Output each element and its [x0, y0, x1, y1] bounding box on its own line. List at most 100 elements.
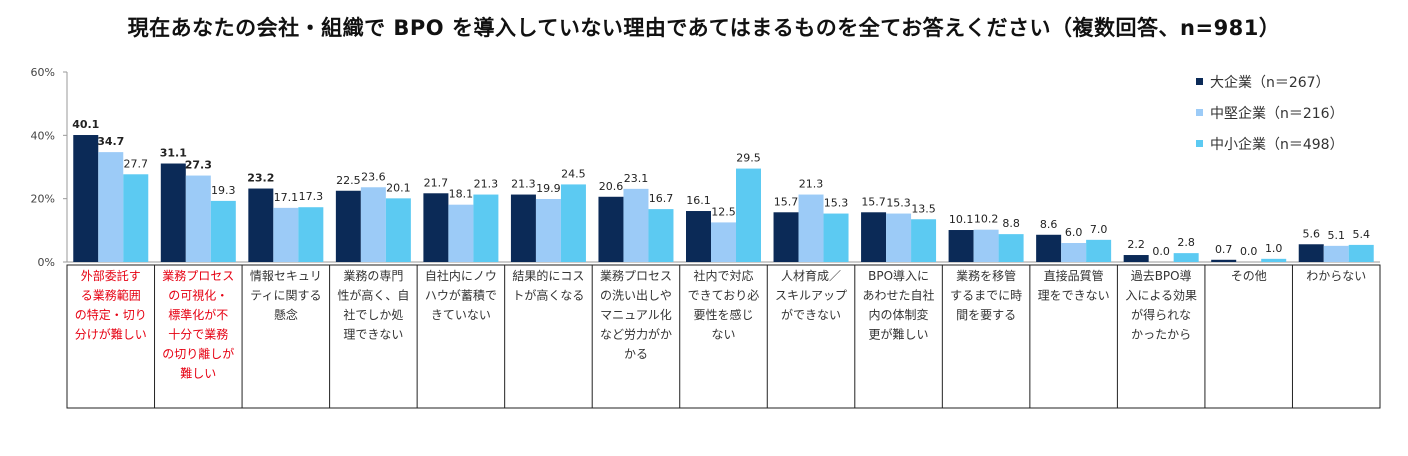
- data-label: 7.0: [1090, 223, 1108, 236]
- category-label: 外部委託する業務範囲の特定・切り分けが難しい: [75, 268, 147, 342]
- category-label: 業務の専門性が高く、自社でしか処理できない: [337, 269, 409, 342]
- category-label: 業務を移管するまでに時間を要する: [950, 268, 1022, 322]
- category-table: [66, 264, 1381, 409]
- y-tick-label: 0%: [38, 256, 55, 269]
- legend-label: 中堅企業（n＝216）: [1210, 105, 1344, 122]
- data-label: 12.5: [711, 205, 736, 218]
- bar: [798, 194, 824, 262]
- data-label: 2.2: [1127, 238, 1145, 251]
- bar: [360, 187, 386, 262]
- data-label: 16.1: [686, 194, 711, 207]
- bar: [298, 207, 324, 262]
- bar: [210, 200, 236, 262]
- category-label: 人材育成／スキルアップができない: [775, 268, 847, 322]
- data-label: 10.1: [949, 213, 974, 226]
- chart-title: 現在あなたの会社・組織で BPO を導入していない理由であてはまるものを全てお答…: [127, 16, 1281, 40]
- data-label: 22.5: [336, 174, 361, 187]
- bar: [560, 184, 586, 262]
- bar: [273, 207, 299, 262]
- bar: [911, 219, 937, 262]
- y-tick-label: 60%: [31, 66, 55, 79]
- category-label: 社内で対応できており必要性を感じない: [688, 268, 760, 342]
- data-label: 8.8: [1002, 217, 1020, 230]
- data-label: 29.5: [736, 152, 761, 165]
- legend-label: 大企業（n＝267）: [1210, 74, 1330, 91]
- bar: [973, 229, 999, 262]
- bar: [423, 193, 449, 262]
- category-label: 結果的にコストが高くなる: [512, 268, 584, 303]
- bar: [1323, 245, 1349, 262]
- data-label: 27.3: [185, 159, 212, 172]
- bar: [248, 188, 274, 262]
- data-label: 17.1: [274, 191, 299, 204]
- bar: [948, 230, 974, 262]
- data-label: 27.7: [124, 157, 149, 170]
- bar: [648, 209, 674, 262]
- data-label: 15.7: [774, 195, 799, 208]
- bar: [1348, 244, 1374, 262]
- data-label: 15.7: [861, 195, 886, 208]
- data-label: 2.8: [1177, 236, 1195, 249]
- bars: [73, 135, 1374, 262]
- legend-label: 中小企業（n＝498）: [1210, 136, 1344, 153]
- data-label: 19.9: [536, 182, 561, 195]
- bar: [98, 152, 124, 262]
- data-label: 5.6: [1302, 227, 1320, 240]
- data-label: 0.7: [1215, 243, 1233, 256]
- data-label: 10.2: [974, 213, 999, 226]
- data-label: 20.6: [599, 180, 624, 193]
- bar: [1061, 243, 1087, 262]
- bar: [535, 198, 561, 262]
- bar: [1211, 259, 1237, 262]
- bar: [886, 213, 912, 262]
- data-label: 40.1: [72, 118, 99, 131]
- bar: [773, 212, 799, 262]
- category-label: 業務プロセスの洗い出しやマニュアル化など労力がかかる: [600, 269, 672, 361]
- bar: [1123, 255, 1149, 262]
- data-label: 23.6: [361, 170, 386, 183]
- bar: [185, 175, 211, 262]
- data-label: 8.6: [1040, 218, 1058, 231]
- bar: [598, 196, 624, 262]
- data-label: 19.3: [211, 184, 236, 197]
- legend-swatch: [1196, 109, 1203, 116]
- bar: [1261, 258, 1287, 262]
- data-label: 5.4: [1352, 228, 1370, 241]
- data-label: 15.3: [886, 197, 911, 210]
- data-label: 20.1: [386, 181, 411, 194]
- bar: [1173, 253, 1199, 262]
- bar: [1036, 234, 1062, 262]
- data-label: 21.3: [799, 178, 824, 191]
- data-labels: 40.1 31.1 23.2 22.5 21.7 21.3 20.6 16.1 15.7 15.7…: [72, 118, 1370, 258]
- category-label: 過去BPO導入による効果が得られなかったから: [1125, 269, 1197, 342]
- data-label: 18.1: [449, 188, 474, 201]
- data-label: 21.7: [424, 176, 449, 189]
- legend-swatch: [1196, 78, 1203, 85]
- bar: [1298, 244, 1324, 262]
- data-label: 5.1: [1327, 229, 1345, 242]
- data-label: 24.5: [561, 167, 586, 180]
- data-label: 15.3: [824, 197, 849, 210]
- bar: [160, 163, 186, 262]
- category-label: 情報セキュリティに関する懸念: [250, 269, 322, 322]
- bar: [448, 204, 474, 262]
- bar: [861, 212, 887, 262]
- bar: [823, 213, 849, 262]
- category-label: わからない: [1306, 269, 1366, 283]
- legend: 大企業（n＝267） 中堅企業（n＝216） 中小企業（n＝498）: [1196, 74, 1344, 153]
- category-label: BPO導入にあわせた自社内の体制変更が難しい: [863, 269, 935, 342]
- data-label: 21.3: [474, 178, 499, 191]
- data-label: 31.1: [160, 147, 187, 160]
- bar: [686, 211, 711, 262]
- bar: [385, 198, 411, 262]
- data-label: 0.0: [1152, 245, 1170, 258]
- category-label: 業務プロセスの可視化・標準化が不十分で業務の切り離しが難しい: [162, 269, 234, 381]
- category-label: 直接品質管理をできない: [1038, 268, 1110, 303]
- bar: [510, 194, 536, 262]
- bar: [711, 222, 736, 262]
- data-label: 23.2: [247, 172, 274, 185]
- category-labels: 外部委託する業務範囲の特定・切り分けが難しい業務プロセスの可視化・標準化が不十分…: [75, 268, 1366, 381]
- legend-swatch: [1196, 140, 1203, 147]
- data-label: 16.7: [649, 192, 674, 205]
